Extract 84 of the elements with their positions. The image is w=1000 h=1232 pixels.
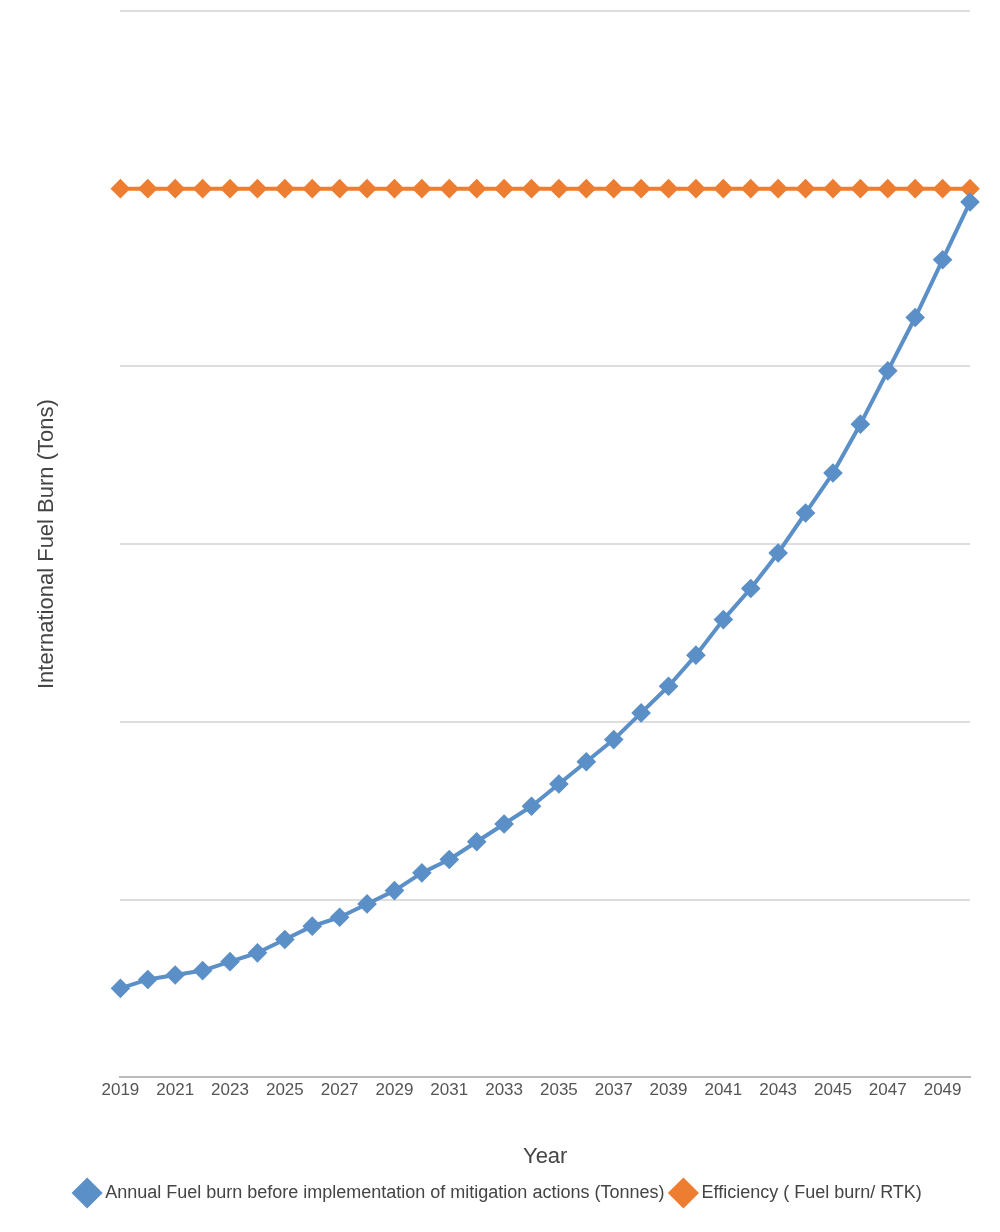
point	[878, 361, 897, 380]
x-tick-label: 2045	[814, 1080, 852, 1100]
point	[440, 850, 459, 869]
point	[823, 179, 842, 198]
point	[961, 179, 979, 198]
x-tick-label: 2035	[539, 1080, 578, 1100]
point	[577, 752, 596, 771]
point	[906, 179, 925, 198]
point	[248, 179, 267, 198]
point	[522, 797, 541, 816]
point	[303, 917, 322, 936]
point	[385, 179, 404, 198]
x-tick-label: 2037	[594, 1080, 633, 1100]
y-axis-title: International Fuel Burn (Tons)	[33, 399, 59, 690]
point	[275, 179, 294, 198]
point	[851, 415, 870, 434]
x-tick-label: 2027	[320, 1080, 359, 1100]
x-tick-label: 2049	[923, 1080, 962, 1100]
point	[878, 179, 897, 198]
point	[358, 179, 377, 198]
point	[275, 930, 294, 949]
point	[604, 179, 623, 198]
x-tick-label: 2019	[101, 1080, 140, 1100]
x-tick-label: 2041	[704, 1080, 743, 1100]
point	[412, 863, 431, 882]
point	[714, 610, 733, 629]
point	[851, 179, 870, 198]
point	[961, 193, 979, 212]
point	[193, 961, 212, 980]
point	[330, 179, 349, 198]
point	[769, 179, 788, 198]
point	[111, 979, 130, 998]
point	[686, 179, 705, 198]
point	[604, 730, 623, 749]
point	[385, 881, 404, 900]
point	[632, 179, 651, 198]
point	[221, 952, 240, 971]
x-tick-label: 2047	[868, 1080, 907, 1100]
point	[495, 179, 514, 198]
point	[330, 908, 349, 927]
x-tick-label: 2031	[430, 1080, 469, 1100]
point	[467, 179, 486, 198]
point	[741, 179, 760, 198]
point	[632, 703, 651, 722]
point	[796, 179, 815, 198]
point	[221, 179, 240, 198]
point	[549, 179, 568, 198]
point	[495, 814, 514, 833]
point	[358, 894, 377, 913]
point	[193, 179, 212, 198]
point	[467, 832, 486, 851]
x-tick-label: 2039	[649, 1080, 688, 1100]
point	[138, 179, 157, 198]
legend-label: Efficiency ( Fuel burn/ RTK)	[701, 1181, 922, 1202]
point	[166, 179, 185, 198]
point	[412, 179, 431, 198]
x-tick-label: 2043	[759, 1080, 798, 1100]
x-axis-title: Year	[522, 1142, 568, 1168]
x-tick-label: 2025	[265, 1080, 304, 1100]
point	[933, 250, 952, 269]
point	[138, 970, 157, 989]
point	[248, 943, 267, 962]
point	[796, 504, 815, 522]
point	[906, 308, 925, 327]
point	[577, 179, 596, 198]
legend-label: Annual Fuel burn before implementation of mitigation actions (Tonnes)	[105, 1181, 665, 1202]
point	[823, 464, 842, 483]
point	[111, 179, 130, 198]
x-tick-label: 2029	[375, 1080, 414, 1100]
point	[714, 179, 733, 198]
point	[769, 543, 788, 562]
point	[166, 966, 185, 985]
x-tick-label: 2033	[485, 1080, 523, 1100]
point	[522, 179, 541, 198]
x-tick-label: 2021	[156, 1080, 195, 1100]
point	[303, 179, 322, 198]
point	[686, 646, 705, 665]
point	[933, 179, 952, 198]
point	[549, 775, 568, 793]
point	[741, 579, 760, 598]
point	[440, 179, 459, 198]
x-tick-label: 2023	[211, 1080, 249, 1100]
point	[659, 179, 678, 198]
point	[659, 677, 678, 696]
